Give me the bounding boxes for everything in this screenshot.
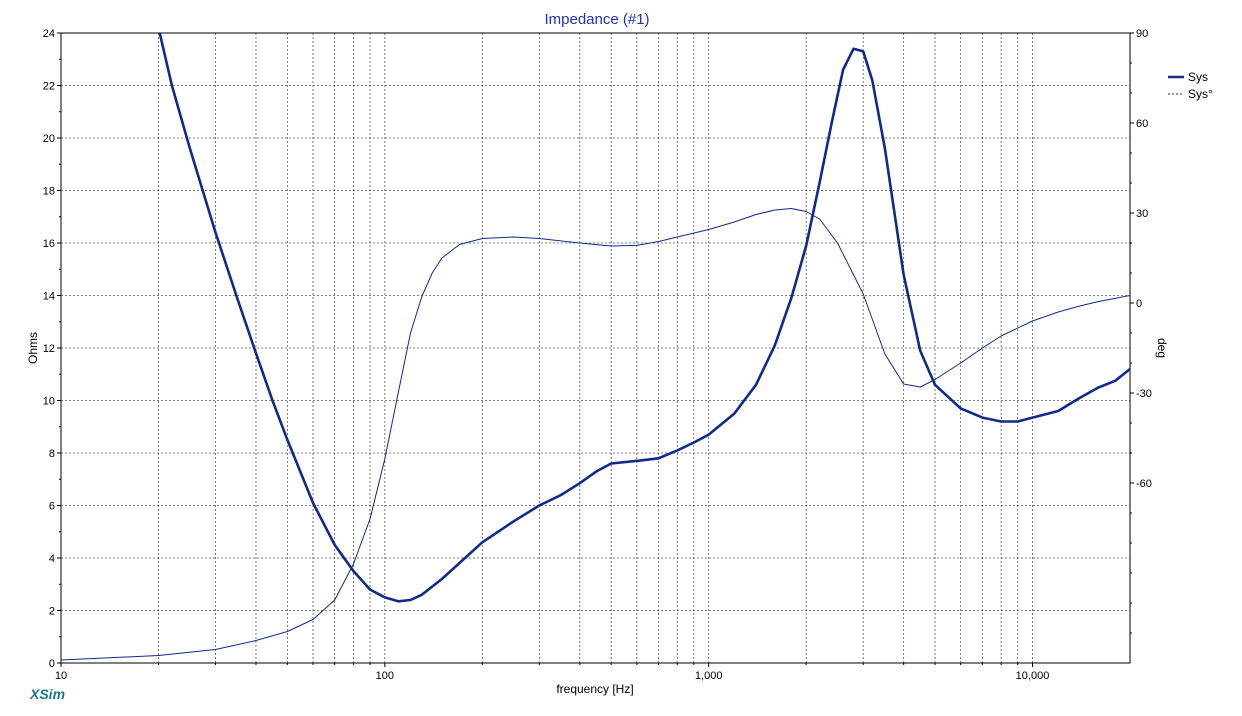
y2-tick-label: 30: [1136, 208, 1148, 220]
y-axis-label: Ohms: [26, 332, 40, 364]
xsim-logo: XSim: [29, 686, 65, 702]
grid-layer: [61, 33, 1130, 663]
y-tick-label: 4: [49, 553, 55, 565]
y-tick-label: 22: [43, 81, 55, 93]
y-tick-label: 10: [43, 396, 55, 408]
series-line-sys: [158, 33, 1130, 603]
y2-tick-label: -30: [1136, 388, 1152, 400]
legend: Sys Sys°: [1168, 70, 1213, 101]
y2-tick-label: 60: [1136, 118, 1148, 130]
y2-tick-label: 0: [1136, 298, 1142, 310]
y2-tick-label: 90: [1136, 28, 1148, 40]
chart-title: Impedance (#1): [544, 11, 649, 28]
y-tick-label: 8: [49, 448, 55, 460]
legend-label-sys-phase: Sys°: [1188, 87, 1213, 101]
y-tick-label: 18: [43, 186, 55, 198]
x-tick-label: 10,000: [1016, 670, 1050, 682]
legend-label-sys: Sys: [1188, 70, 1208, 84]
series-line-sys-phase: [61, 208, 1130, 661]
y-tick-label: 24: [43, 28, 55, 40]
x-tick-label: 100: [376, 670, 394, 682]
x-tick-label: 10: [55, 670, 67, 682]
y-tick-label: 2: [49, 606, 55, 618]
y2-tick-label: -60: [1136, 478, 1152, 490]
y-tick-label: 20: [43, 133, 55, 145]
x-tick-label: 1,000: [695, 670, 723, 682]
y-tick-label: 6: [49, 501, 55, 513]
y-tick-label: 12: [43, 343, 55, 355]
y-tick-label: 16: [43, 238, 55, 250]
y-tick-label: 0: [49, 658, 55, 670]
x-axis-label: frequency [Hz]: [556, 682, 633, 696]
y2-axis-label: deg: [1155, 338, 1169, 358]
y-tick-label: 14: [43, 291, 55, 303]
series-layer: [61, 33, 1130, 661]
